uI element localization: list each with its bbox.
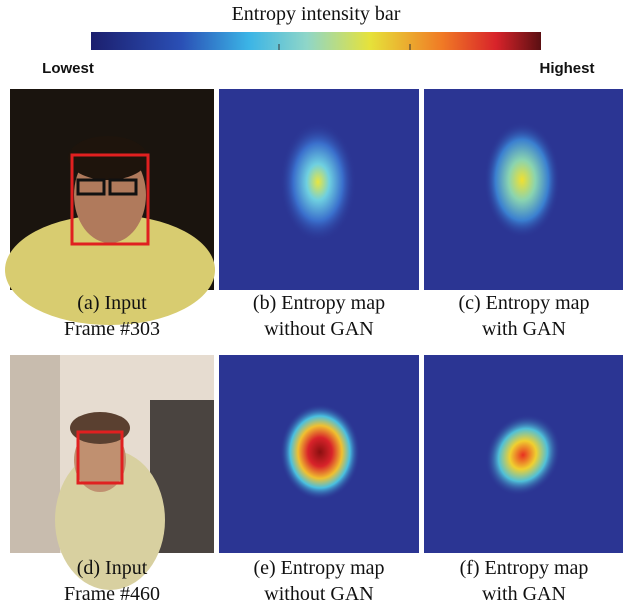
input-image (10, 355, 214, 590)
caption: with GAN (482, 583, 566, 605)
colorbar (91, 32, 541, 50)
high-label: Highest (539, 60, 594, 77)
caption: with GAN (482, 318, 566, 340)
caption: (f) Entropy map (460, 557, 589, 579)
caption: (a) Input (77, 292, 147, 314)
caption: Frame #303 (64, 318, 160, 340)
caption: (d) Input (77, 557, 148, 579)
input-image (5, 89, 215, 325)
low-label: Lowest (42, 60, 94, 77)
entropy-map (219, 89, 419, 290)
entropy-map (424, 355, 623, 553)
caption: without GAN (264, 583, 373, 605)
colorbar-title: Entropy intensity bar (232, 3, 401, 25)
caption: (b) Entropy map (253, 292, 385, 314)
caption: Frame #460 (64, 583, 160, 605)
caption: without GAN (264, 318, 373, 340)
caption: (c) Entropy map (458, 292, 589, 314)
caption: (e) Entropy map (253, 557, 384, 579)
entropy-map (219, 355, 419, 553)
entropy-map (424, 89, 623, 290)
